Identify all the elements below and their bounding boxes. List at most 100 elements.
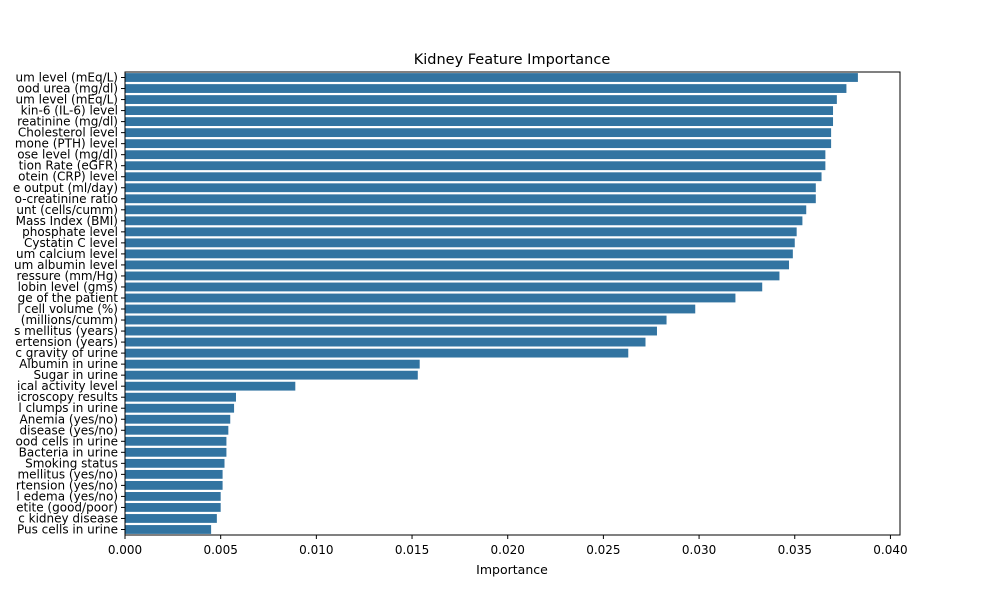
y-tick-label: Bacteria in urine bbox=[19, 445, 118, 459]
y-tick-label: Mass Index (BMI) bbox=[16, 214, 118, 228]
bar bbox=[125, 414, 231, 424]
y-tick-label: Cholesterol level bbox=[18, 126, 118, 140]
plot-area-frame bbox=[124, 71, 901, 536]
y-tick-label: mellitus (yes/no) bbox=[17, 467, 118, 481]
bar bbox=[125, 447, 227, 457]
bar bbox=[125, 117, 834, 127]
y-tick-label: reatinine (mg/dl) bbox=[17, 115, 118, 129]
chart-title: Kidney Feature Importance bbox=[414, 52, 611, 68]
bar bbox=[125, 436, 227, 446]
y-tick-label: ge of the patient bbox=[18, 291, 119, 305]
y-tick-label: kin-6 (IL-6) level bbox=[21, 104, 118, 118]
bar bbox=[125, 260, 790, 270]
y-tick-label: ood urea (mg/dl) bbox=[17, 82, 118, 96]
bar bbox=[125, 227, 797, 237]
bar bbox=[125, 216, 803, 226]
y-tick-label: (millions/cumm) bbox=[21, 313, 118, 327]
y-tick-label: l clumps in urine bbox=[18, 401, 118, 415]
y-tick-label: Cystatin C level bbox=[24, 236, 118, 250]
x-tick-label: 0.035 bbox=[778, 543, 812, 557]
y-tick-label: phosphate level bbox=[22, 225, 118, 239]
bar bbox=[125, 315, 667, 325]
x-tick-label: 0.030 bbox=[682, 543, 716, 557]
y-tick-label: Anemia (yes/no) bbox=[20, 412, 118, 426]
bar bbox=[125, 337, 646, 347]
bar bbox=[125, 392, 236, 402]
x-tick-label: 0.015 bbox=[395, 543, 429, 557]
y-tick-label: ose level (mg/dl) bbox=[17, 148, 118, 162]
y-tick-label: um albumin level bbox=[14, 258, 118, 272]
y-tick-label: ressure (mm/Hg) bbox=[17, 269, 118, 283]
y-tick-label: c kidney disease bbox=[18, 511, 118, 525]
bar bbox=[125, 95, 837, 104]
y-tick-label: Sugar in urine bbox=[33, 368, 118, 382]
x-axis-ticks: 0.000 0.005 0.010 0.015 0.020 0.025 0.030 0.035… bbox=[108, 535, 908, 557]
y-tick-label: o-creatinine ratio bbox=[15, 192, 118, 206]
bar bbox=[125, 370, 418, 380]
bar bbox=[125, 326, 657, 336]
bar bbox=[125, 139, 832, 149]
x-tick-label: 0.005 bbox=[203, 543, 237, 557]
y-tick-labels: um level (mEq/L)ood urea (mg/dl)um level… bbox=[13, 71, 125, 536]
y-tick-label: tion Rate (eGFR) bbox=[19, 159, 118, 173]
y-tick-label: etite (good/poor) bbox=[16, 500, 118, 514]
y-tick-label: lobin level (gms) bbox=[18, 280, 118, 294]
y-tick-label: s mellitus (years) bbox=[14, 324, 118, 338]
y-tick-label: l edema (yes/no) bbox=[17, 489, 118, 503]
bar bbox=[125, 503, 221, 512]
x-tick-label: 0.010 bbox=[299, 543, 333, 557]
bar bbox=[125, 150, 826, 160]
y-tick-label: unt (cells/cumm) bbox=[16, 203, 118, 217]
x-tick-label: 0.025 bbox=[586, 543, 620, 557]
bar bbox=[125, 525, 212, 534]
y-tick-label: Smoking status bbox=[25, 456, 118, 470]
bar bbox=[125, 238, 795, 248]
bar bbox=[125, 293, 736, 303]
bar bbox=[125, 425, 229, 435]
y-tick-label: e output (ml/day) bbox=[13, 181, 118, 195]
y-tick-label: um level (mEq/L) bbox=[16, 71, 118, 85]
bar bbox=[125, 106, 834, 115]
bar bbox=[125, 282, 763, 292]
bar bbox=[125, 128, 832, 138]
bar bbox=[125, 469, 223, 479]
bar bbox=[125, 514, 217, 523]
bar bbox=[125, 271, 780, 281]
bar bbox=[125, 304, 696, 314]
y-tick-label: c gravity of urine bbox=[15, 346, 118, 360]
y-tick-label: Albumin in urine bbox=[19, 357, 118, 371]
bar bbox=[125, 403, 235, 413]
y-tick-label: l cell volume (%) bbox=[17, 302, 118, 316]
bar bbox=[125, 161, 826, 171]
bar bbox=[125, 458, 225, 468]
bar bbox=[125, 492, 221, 501]
y-tick-label: um level (mEq/L) bbox=[16, 93, 118, 107]
y-tick-label: ertension (years) bbox=[15, 335, 118, 349]
bar bbox=[125, 84, 847, 93]
y-tick-label: mone (PTH) level bbox=[15, 137, 118, 151]
y-tick-label: icroscopy results bbox=[17, 390, 118, 404]
y-tick-label: um calcium level bbox=[16, 247, 118, 261]
x-axis-label: Importance bbox=[476, 562, 548, 577]
y-tick-label: rtension (yes/no) bbox=[16, 478, 118, 492]
bar bbox=[125, 194, 816, 204]
x-tick-label: 0.000 bbox=[108, 543, 142, 557]
bar bbox=[125, 73, 858, 82]
x-tick-label: 0.020 bbox=[491, 543, 525, 557]
y-tick-label: otein (CRP) level bbox=[18, 170, 118, 184]
bar bbox=[125, 480, 223, 490]
bar bbox=[125, 381, 296, 391]
bar bbox=[125, 359, 420, 369]
y-tick-label: Pus cells in urine bbox=[17, 522, 118, 536]
y-tick-label: disease (yes/no) bbox=[20, 423, 118, 437]
bar bbox=[125, 183, 816, 193]
bar bbox=[125, 348, 629, 358]
bar bbox=[125, 172, 822, 182]
y-tick-label: ood cells in urine bbox=[16, 434, 118, 448]
x-tick-label: 0.040 bbox=[873, 543, 907, 557]
bars-group bbox=[125, 73, 858, 534]
y-tick-label: ical activity level bbox=[17, 379, 118, 393]
bar bbox=[125, 205, 807, 215]
bar bbox=[125, 249, 793, 259]
